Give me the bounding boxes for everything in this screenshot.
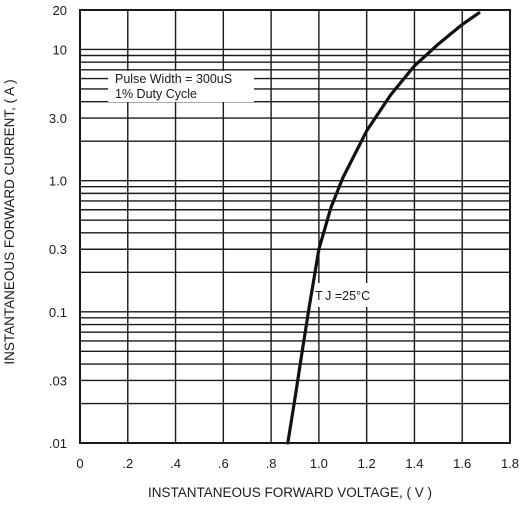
forward-current-curve [286,11,481,445]
tick-label-layer: 0 .2 .4 .6 .8 1.0 1.2 1.4 1.6 1.8 20 10 3.0 1.0 0.3 0.1… [49,3,519,471]
x-axis-title: INSTANTANEOUS FORWARD VOLTAGE, ( V ) [148,485,432,500]
junction-temp-annotation: T J =25°C [315,289,370,303]
x-tick-label: 1.6 [453,456,471,471]
duty-cycle-annotation: 1% Duty Cycle [115,87,197,101]
y-tick-label: 0.1 [49,305,67,320]
x-tick-label: 1.2 [358,456,376,471]
plot-frame-layer [79,9,511,444]
pulse-width-annotation: Pulse Width = 300uS [115,72,232,86]
grid-layer [80,10,510,443]
x-tick-label: .4 [170,456,181,471]
x-tick-label: .8 [266,456,277,471]
x-tick-label: 0 [76,456,83,471]
y-tick-label: 20 [53,3,67,18]
y-tick-label: .01 [49,436,67,451]
y-tick-label: 0.3 [49,242,67,257]
tj-annotation-background [311,283,377,307]
y-tick-label: 3.0 [49,111,67,126]
x-tick-label: .2 [122,456,133,471]
x-tick-label: 1.0 [310,456,328,471]
annotation-background [108,71,254,102]
series-layer [286,11,481,445]
y-tick-label: 1.0 [49,174,67,189]
y-axis-title: INSTANTANEOUS FORWARD CURRENT, ( A ) [2,79,17,364]
y-tick-label: .03 [49,373,67,388]
y-tick-label: 10 [53,42,67,57]
x-tick-label: 1.8 [501,456,519,471]
x-tick-label: .6 [218,456,229,471]
plot-frame [79,9,511,444]
x-tick-label: 1.4 [405,456,423,471]
